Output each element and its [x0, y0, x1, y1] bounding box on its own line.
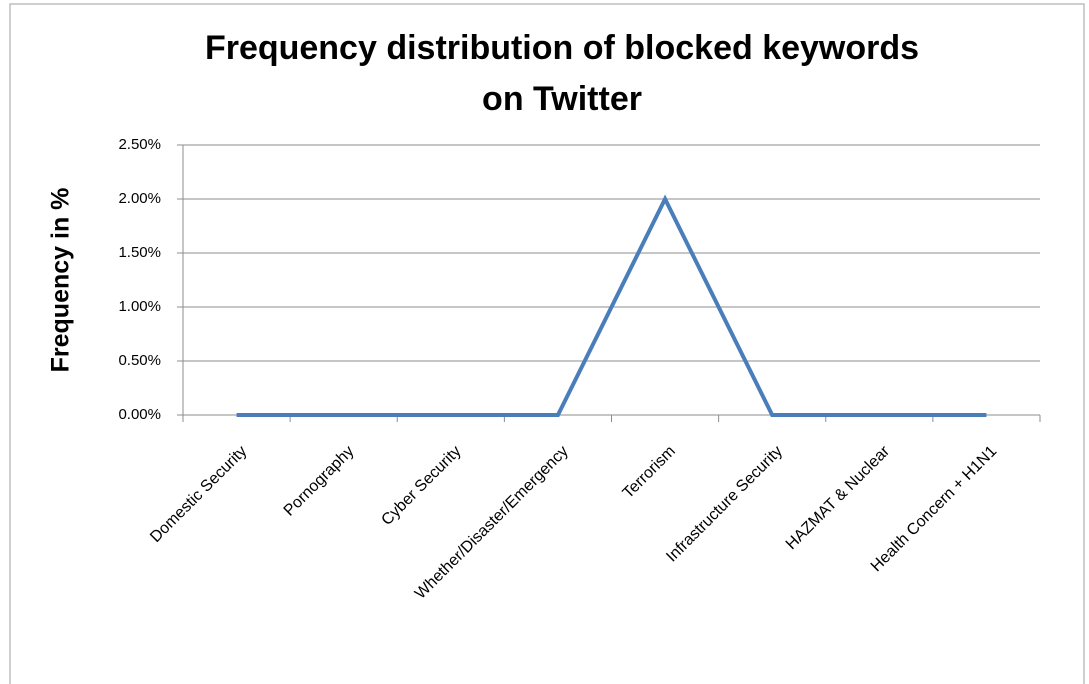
y-tick-label: 0.50%	[118, 352, 161, 369]
y-tick-label: 0.00%	[118, 406, 161, 423]
data-line	[236, 194, 987, 417]
y-tick-label: 2.50%	[118, 136, 161, 153]
y-tick-label: 1.50%	[118, 244, 161, 261]
chart-title: Frequency distribution of blocked keywor…	[205, 29, 919, 67]
chart-frame	[9, 3, 1085, 684]
y-tick-label: 2.00%	[118, 190, 161, 207]
chart-title: on Twitter	[482, 80, 642, 118]
y-tick-label: 1.00%	[118, 298, 161, 315]
y-axis-label: Frequency in %	[47, 188, 75, 373]
